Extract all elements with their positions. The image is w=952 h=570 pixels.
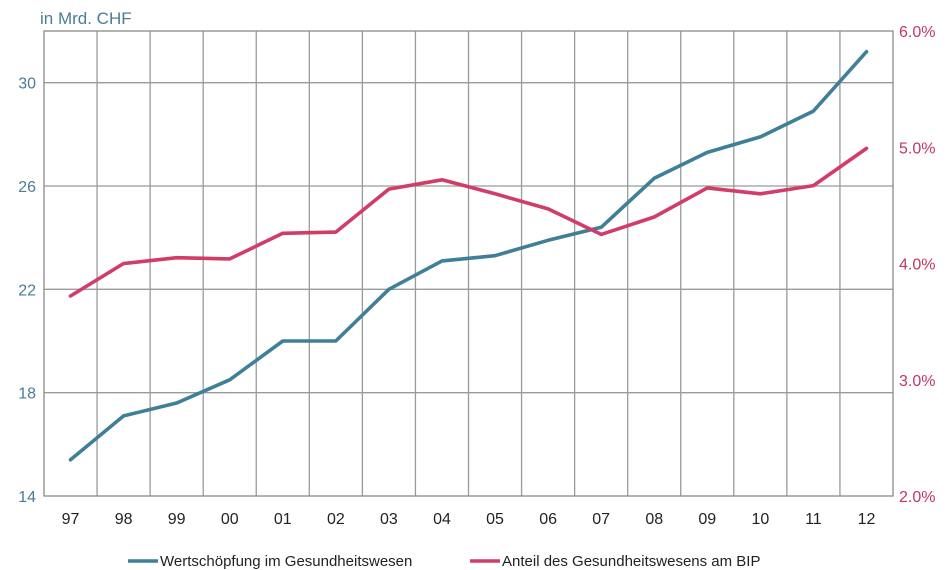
x-tick-label: 12 xyxy=(858,511,876,528)
legend-label-anteil: Anteil des Gesundheitswesens am BIP xyxy=(502,553,760,570)
left-axis-ticks: 14 18 22 26 30 xyxy=(18,76,36,506)
left-tick-label: 22 xyxy=(18,282,36,299)
series-line-anteil xyxy=(68,146,869,298)
x-axis-ticks: 97 98 99 00 01 02 03 04 05 06 07 08 09 10 11 12 xyxy=(62,511,876,528)
x-tick-label: 10 xyxy=(751,511,769,528)
left-tick-label: 26 xyxy=(18,179,36,196)
x-tick-label: 00 xyxy=(221,511,239,528)
x-tick-label: 05 xyxy=(486,511,504,528)
x-tick-label: 99 xyxy=(168,511,186,528)
right-axis-ticks: 2.0% 3.0% 4.0% 5.0% 6.0% xyxy=(899,24,935,506)
right-tick-label: 6.0% xyxy=(899,24,935,41)
right-tick-label: 5.0% xyxy=(899,140,935,157)
x-tick-label: 01 xyxy=(274,511,292,528)
left-tick-label: 14 xyxy=(18,489,36,506)
x-tick-label: 02 xyxy=(327,511,345,528)
x-tick-label: 09 xyxy=(698,511,716,528)
legend-label-wertschoepfung: Wertschöpfung im Gesundheitswesen xyxy=(160,553,412,570)
x-tick-label: 04 xyxy=(433,511,451,528)
x-tick-label: 97 xyxy=(62,511,80,528)
right-tick-label: 4.0% xyxy=(899,257,935,274)
grid xyxy=(44,31,893,496)
left-axis-unit-label: in Mrd. CHF xyxy=(40,9,132,28)
x-tick-label: 07 xyxy=(592,511,610,528)
left-tick-label: 30 xyxy=(18,76,36,93)
right-tick-label: 3.0% xyxy=(899,373,935,390)
x-tick-label: 03 xyxy=(380,511,398,528)
x-tick-label: 98 xyxy=(115,511,133,528)
left-tick-label: 18 xyxy=(18,386,36,403)
right-tick-label: 2.0% xyxy=(899,489,935,506)
x-tick-label: 06 xyxy=(539,511,557,528)
legend: Wertschöpfung im Gesundheitswesen Anteil… xyxy=(128,553,760,570)
series-line-wertschoepfung xyxy=(68,49,869,462)
series xyxy=(68,49,869,462)
plot-frame xyxy=(43,30,894,497)
x-tick-label: 08 xyxy=(645,511,663,528)
x-tick-label: 11 xyxy=(805,511,822,528)
